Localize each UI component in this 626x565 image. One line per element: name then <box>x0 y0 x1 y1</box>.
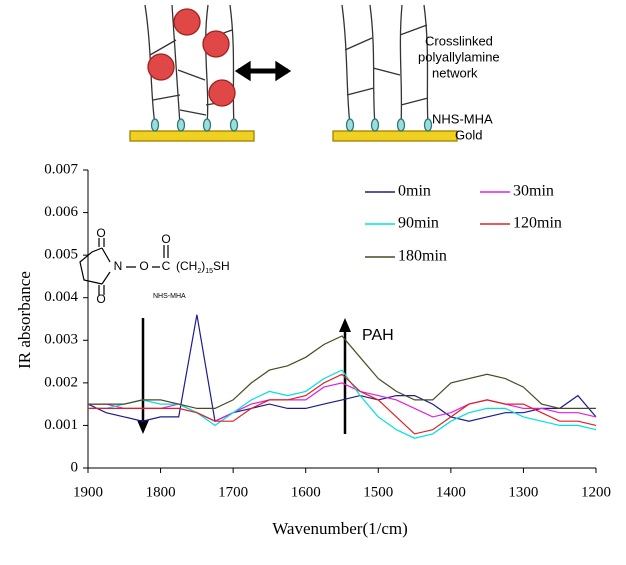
series-line <box>88 369 597 439</box>
y-axis-title: IR absorbance <box>15 271 34 369</box>
structure-name: NHS-MHA <box>153 293 186 300</box>
chain: (CH2)15SH <box>176 259 230 275</box>
y-tick-label: 0.005 <box>44 247 78 263</box>
series-line <box>88 335 596 409</box>
schematic <box>129 4 458 142</box>
chain-text: (CH <box>176 259 197 273</box>
structure <box>79 238 169 295</box>
y-tick-label: 0.007 <box>44 161 78 177</box>
legend-label: 90min <box>398 215 439 232</box>
atom: O <box>161 232 170 246</box>
legend-label: 30min <box>513 183 554 200</box>
legend-label: 180min <box>398 248 447 265</box>
series-line <box>88 373 597 435</box>
y-tick-label: 0.003 <box>44 332 78 348</box>
annotation: PAH <box>362 327 394 344</box>
y-tick-label: 0.001 <box>44 417 78 433</box>
atom: O <box>139 259 148 273</box>
gold-label: Gold <box>455 127 482 142</box>
x-tick-label: 1800 <box>146 484 176 500</box>
x-tick-label: 1500 <box>363 484 393 500</box>
legend-label: 120min <box>513 215 562 232</box>
network-label: Crosslinked <box>425 33 493 48</box>
y-tick-label: 0.004 <box>44 289 78 305</box>
x-axis-title: Wavenumber(1/cm) <box>272 519 408 538</box>
series-line <box>88 382 597 422</box>
chain-close: ) <box>201 259 205 273</box>
x-tick-label: 1400 <box>436 484 466 500</box>
atom: O <box>96 292 105 306</box>
network-label: polyallylamine <box>418 49 500 64</box>
atom: N <box>114 259 123 273</box>
legend-label: 0min <box>398 183 431 200</box>
series-line <box>87 314 597 423</box>
y-tick-label: 0.006 <box>44 204 78 220</box>
x-tick-label: 1300 <box>508 484 538 500</box>
y-tick-label: 0 <box>71 459 79 475</box>
atom: O <box>96 226 105 240</box>
x-tick-label: 1900 <box>73 484 103 500</box>
x-tick-label: 1200 <box>581 484 611 500</box>
network-label: network <box>432 65 478 80</box>
x-tick-label: 1600 <box>291 484 321 500</box>
thiol: SH <box>213 259 230 273</box>
sam-label: NHS-MHA <box>432 111 493 126</box>
y-tick-label: 0.002 <box>44 374 78 390</box>
atom: C <box>162 259 171 273</box>
chain-sub: 2 <box>197 268 201 275</box>
arrows <box>137 318 351 434</box>
chain-sub: 15 <box>205 268 213 275</box>
x-tick-label: 1700 <box>218 484 248 500</box>
